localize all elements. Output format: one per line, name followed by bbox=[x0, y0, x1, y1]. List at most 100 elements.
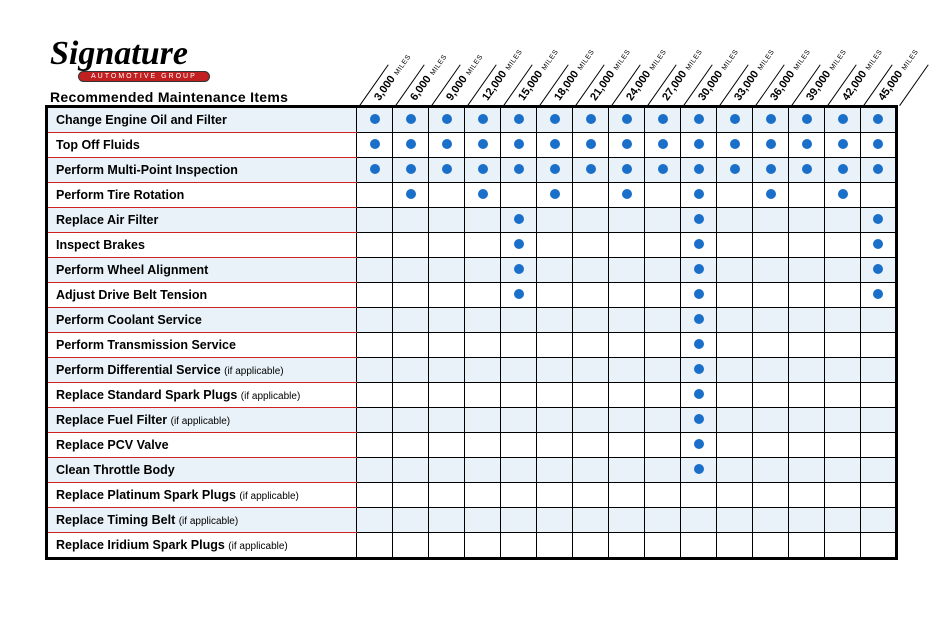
mark-cell bbox=[609, 333, 645, 358]
mark-cell bbox=[825, 283, 861, 308]
mark-cell bbox=[645, 383, 681, 408]
mark-cell bbox=[501, 258, 537, 283]
mark-cell bbox=[357, 283, 393, 308]
dot-icon bbox=[694, 289, 704, 299]
mark-cell bbox=[645, 133, 681, 158]
mark-cell bbox=[501, 233, 537, 258]
table-row: Replace PCV Valve bbox=[47, 433, 897, 458]
dot-icon bbox=[442, 139, 452, 149]
dot-icon bbox=[838, 189, 848, 199]
dot-icon bbox=[694, 389, 704, 399]
mark-cell bbox=[357, 133, 393, 158]
mark-cell bbox=[753, 258, 789, 283]
mark-cell bbox=[357, 107, 393, 133]
mark-cell bbox=[357, 308, 393, 333]
mark-cell bbox=[645, 158, 681, 183]
mark-cell bbox=[357, 458, 393, 483]
mark-cell bbox=[789, 208, 825, 233]
mark-cell bbox=[465, 408, 501, 433]
mark-cell bbox=[573, 483, 609, 508]
mark-cell bbox=[681, 458, 717, 483]
mark-cell bbox=[825, 133, 861, 158]
mark-cell bbox=[825, 183, 861, 208]
item-label: Replace Standard Spark Plugs (if applica… bbox=[47, 383, 357, 408]
table-row: Replace Air Filter bbox=[47, 208, 897, 233]
mark-cell bbox=[789, 333, 825, 358]
mark-cell bbox=[573, 258, 609, 283]
mark-cell bbox=[645, 233, 681, 258]
mark-cell bbox=[609, 308, 645, 333]
mark-cell bbox=[861, 258, 897, 283]
mark-cell bbox=[825, 433, 861, 458]
mark-cell bbox=[465, 358, 501, 383]
dot-icon bbox=[766, 164, 776, 174]
mark-cell bbox=[645, 483, 681, 508]
mark-cell bbox=[717, 158, 753, 183]
mark-cell bbox=[681, 258, 717, 283]
mark-cell bbox=[645, 258, 681, 283]
dot-icon bbox=[838, 114, 848, 124]
mark-cell bbox=[861, 133, 897, 158]
mark-cell bbox=[357, 233, 393, 258]
mark-cell bbox=[393, 308, 429, 333]
mark-cell bbox=[825, 333, 861, 358]
table-row: Perform Wheel Alignment bbox=[47, 258, 897, 283]
mark-cell bbox=[681, 158, 717, 183]
mark-cell bbox=[501, 283, 537, 308]
dot-icon bbox=[622, 139, 632, 149]
mark-cell bbox=[429, 133, 465, 158]
mark-cell bbox=[789, 358, 825, 383]
dot-icon bbox=[694, 189, 704, 199]
dot-icon bbox=[370, 139, 380, 149]
mark-cell bbox=[717, 358, 753, 383]
mark-cell bbox=[753, 183, 789, 208]
dot-icon bbox=[658, 114, 668, 124]
dot-icon bbox=[514, 164, 524, 174]
item-label: Replace Fuel Filter (if applicable) bbox=[47, 408, 357, 433]
mark-cell bbox=[609, 533, 645, 559]
mark-cell bbox=[609, 208, 645, 233]
mark-cell bbox=[501, 483, 537, 508]
mark-cell bbox=[429, 408, 465, 433]
mark-cell bbox=[537, 408, 573, 433]
mark-cell bbox=[429, 107, 465, 133]
item-label: Top Off Fluids bbox=[47, 133, 357, 158]
mark-cell bbox=[465, 508, 501, 533]
item-label: Replace Iridium Spark Plugs (if applicab… bbox=[47, 533, 357, 559]
mark-cell bbox=[825, 533, 861, 559]
mark-cell bbox=[573, 533, 609, 559]
mark-cell bbox=[573, 107, 609, 133]
table-row: Replace Platinum Spark Plugs (if applica… bbox=[47, 483, 897, 508]
mark-cell bbox=[429, 283, 465, 308]
mark-cell bbox=[393, 483, 429, 508]
dot-icon bbox=[730, 139, 740, 149]
mark-cell bbox=[357, 508, 393, 533]
dot-icon bbox=[766, 139, 776, 149]
mark-cell bbox=[609, 433, 645, 458]
mark-cell bbox=[609, 258, 645, 283]
mark-cell bbox=[861, 358, 897, 383]
mark-cell bbox=[681, 208, 717, 233]
mark-cell bbox=[501, 358, 537, 383]
mark-cell bbox=[573, 183, 609, 208]
mark-cell bbox=[861, 433, 897, 458]
mark-cell bbox=[465, 283, 501, 308]
mark-cell bbox=[825, 107, 861, 133]
mark-cell bbox=[537, 133, 573, 158]
item-label: Inspect Brakes bbox=[47, 233, 357, 258]
dot-icon bbox=[838, 164, 848, 174]
table-row: Top Off Fluids bbox=[47, 133, 897, 158]
logo-block: Signature AUTOMOTIVE GROUP Recommended M… bbox=[45, 40, 360, 105]
table-row: Adjust Drive Belt Tension bbox=[47, 283, 897, 308]
mark-cell bbox=[429, 258, 465, 283]
item-label: Perform Tire Rotation bbox=[47, 183, 357, 208]
dot-icon bbox=[873, 289, 883, 299]
mark-cell bbox=[645, 107, 681, 133]
mark-cell bbox=[861, 533, 897, 559]
dot-icon bbox=[694, 439, 704, 449]
mark-cell bbox=[681, 483, 717, 508]
mark-cell bbox=[393, 208, 429, 233]
dot-icon bbox=[514, 214, 524, 224]
dot-icon bbox=[873, 139, 883, 149]
table-row: Inspect Brakes bbox=[47, 233, 897, 258]
